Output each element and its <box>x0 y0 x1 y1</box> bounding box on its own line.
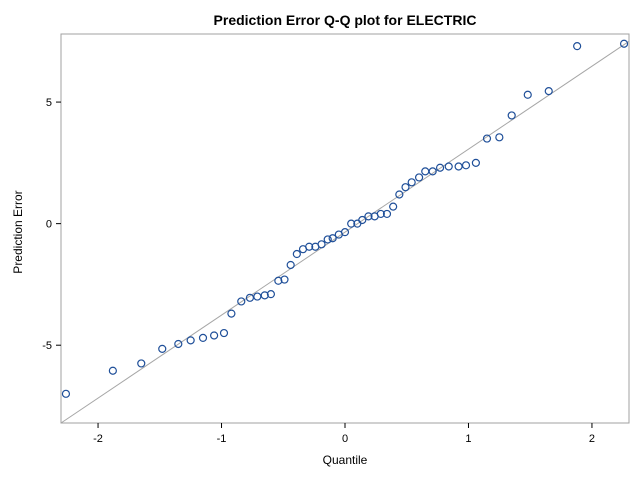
x-axis-label: Quantile <box>323 453 368 467</box>
data-point-3 <box>137 359 146 368</box>
x-tick-label: 1 <box>465 433 471 445</box>
data-points <box>61 39 629 398</box>
x-tick-label: 0 <box>342 433 348 445</box>
x-axis-ticks: -2 -1 0 1 2 <box>93 423 595 445</box>
data-point-27 <box>340 228 350 237</box>
data-point-28 <box>347 219 356 228</box>
y-tick-label: -5 <box>42 340 52 352</box>
data-point-50 <box>523 90 532 99</box>
data-point-24 <box>323 235 332 244</box>
data-point-11 <box>237 297 246 306</box>
data-point-23 <box>317 240 326 249</box>
data-point-19 <box>292 249 301 259</box>
y-tick-label: 5 <box>46 97 52 109</box>
data-point-9 <box>219 328 229 338</box>
data-point-47 <box>482 134 492 143</box>
data-point-1 <box>61 389 71 398</box>
data-point-33 <box>376 209 385 219</box>
data-point-43 <box>444 162 453 171</box>
data-point-38 <box>407 178 416 187</box>
y-axis-ticks: -5 0 5 <box>42 97 61 352</box>
data-point-52 <box>573 42 582 51</box>
data-point-53 <box>619 39 629 48</box>
data-point-46 <box>471 158 480 167</box>
data-point-15 <box>266 290 276 299</box>
data-point-21 <box>305 242 314 251</box>
data-point-6 <box>186 336 195 345</box>
data-point-48 <box>495 133 504 142</box>
reference-line-layer <box>60 40 630 424</box>
data-point-8 <box>210 331 219 340</box>
data-point-14 <box>260 291 269 300</box>
reference-line <box>60 40 630 424</box>
data-point-34 <box>382 209 392 219</box>
data-point-10 <box>227 309 236 318</box>
data-point-5 <box>174 339 183 349</box>
x-tick-label: 2 <box>589 433 595 445</box>
data-point-30 <box>358 215 367 225</box>
data-point-45 <box>461 161 471 170</box>
data-point-7 <box>198 333 208 343</box>
y-tick-label: 0 <box>46 219 52 231</box>
data-point-25 <box>328 234 337 243</box>
data-point-39 <box>414 173 424 182</box>
data-point-41 <box>428 167 437 176</box>
data-point-4 <box>158 344 167 353</box>
data-point-2 <box>108 366 117 375</box>
y-axis-label: Prediction Error <box>11 190 25 273</box>
x-tick-label: -2 <box>93 433 103 445</box>
data-point-16 <box>274 276 283 285</box>
data-point-31 <box>364 212 373 221</box>
data-point-17 <box>280 275 289 284</box>
data-point-51 <box>544 87 553 96</box>
data-point-18 <box>286 260 295 270</box>
data-point-37 <box>401 183 410 192</box>
x-tick-label: -1 <box>217 433 227 445</box>
data-point-42 <box>435 163 445 172</box>
chart-title: Prediction Error Q-Q plot for ELECTRIC <box>214 12 477 28</box>
data-point-36 <box>395 190 404 199</box>
data-point-49 <box>507 111 516 120</box>
data-point-35 <box>389 202 398 211</box>
